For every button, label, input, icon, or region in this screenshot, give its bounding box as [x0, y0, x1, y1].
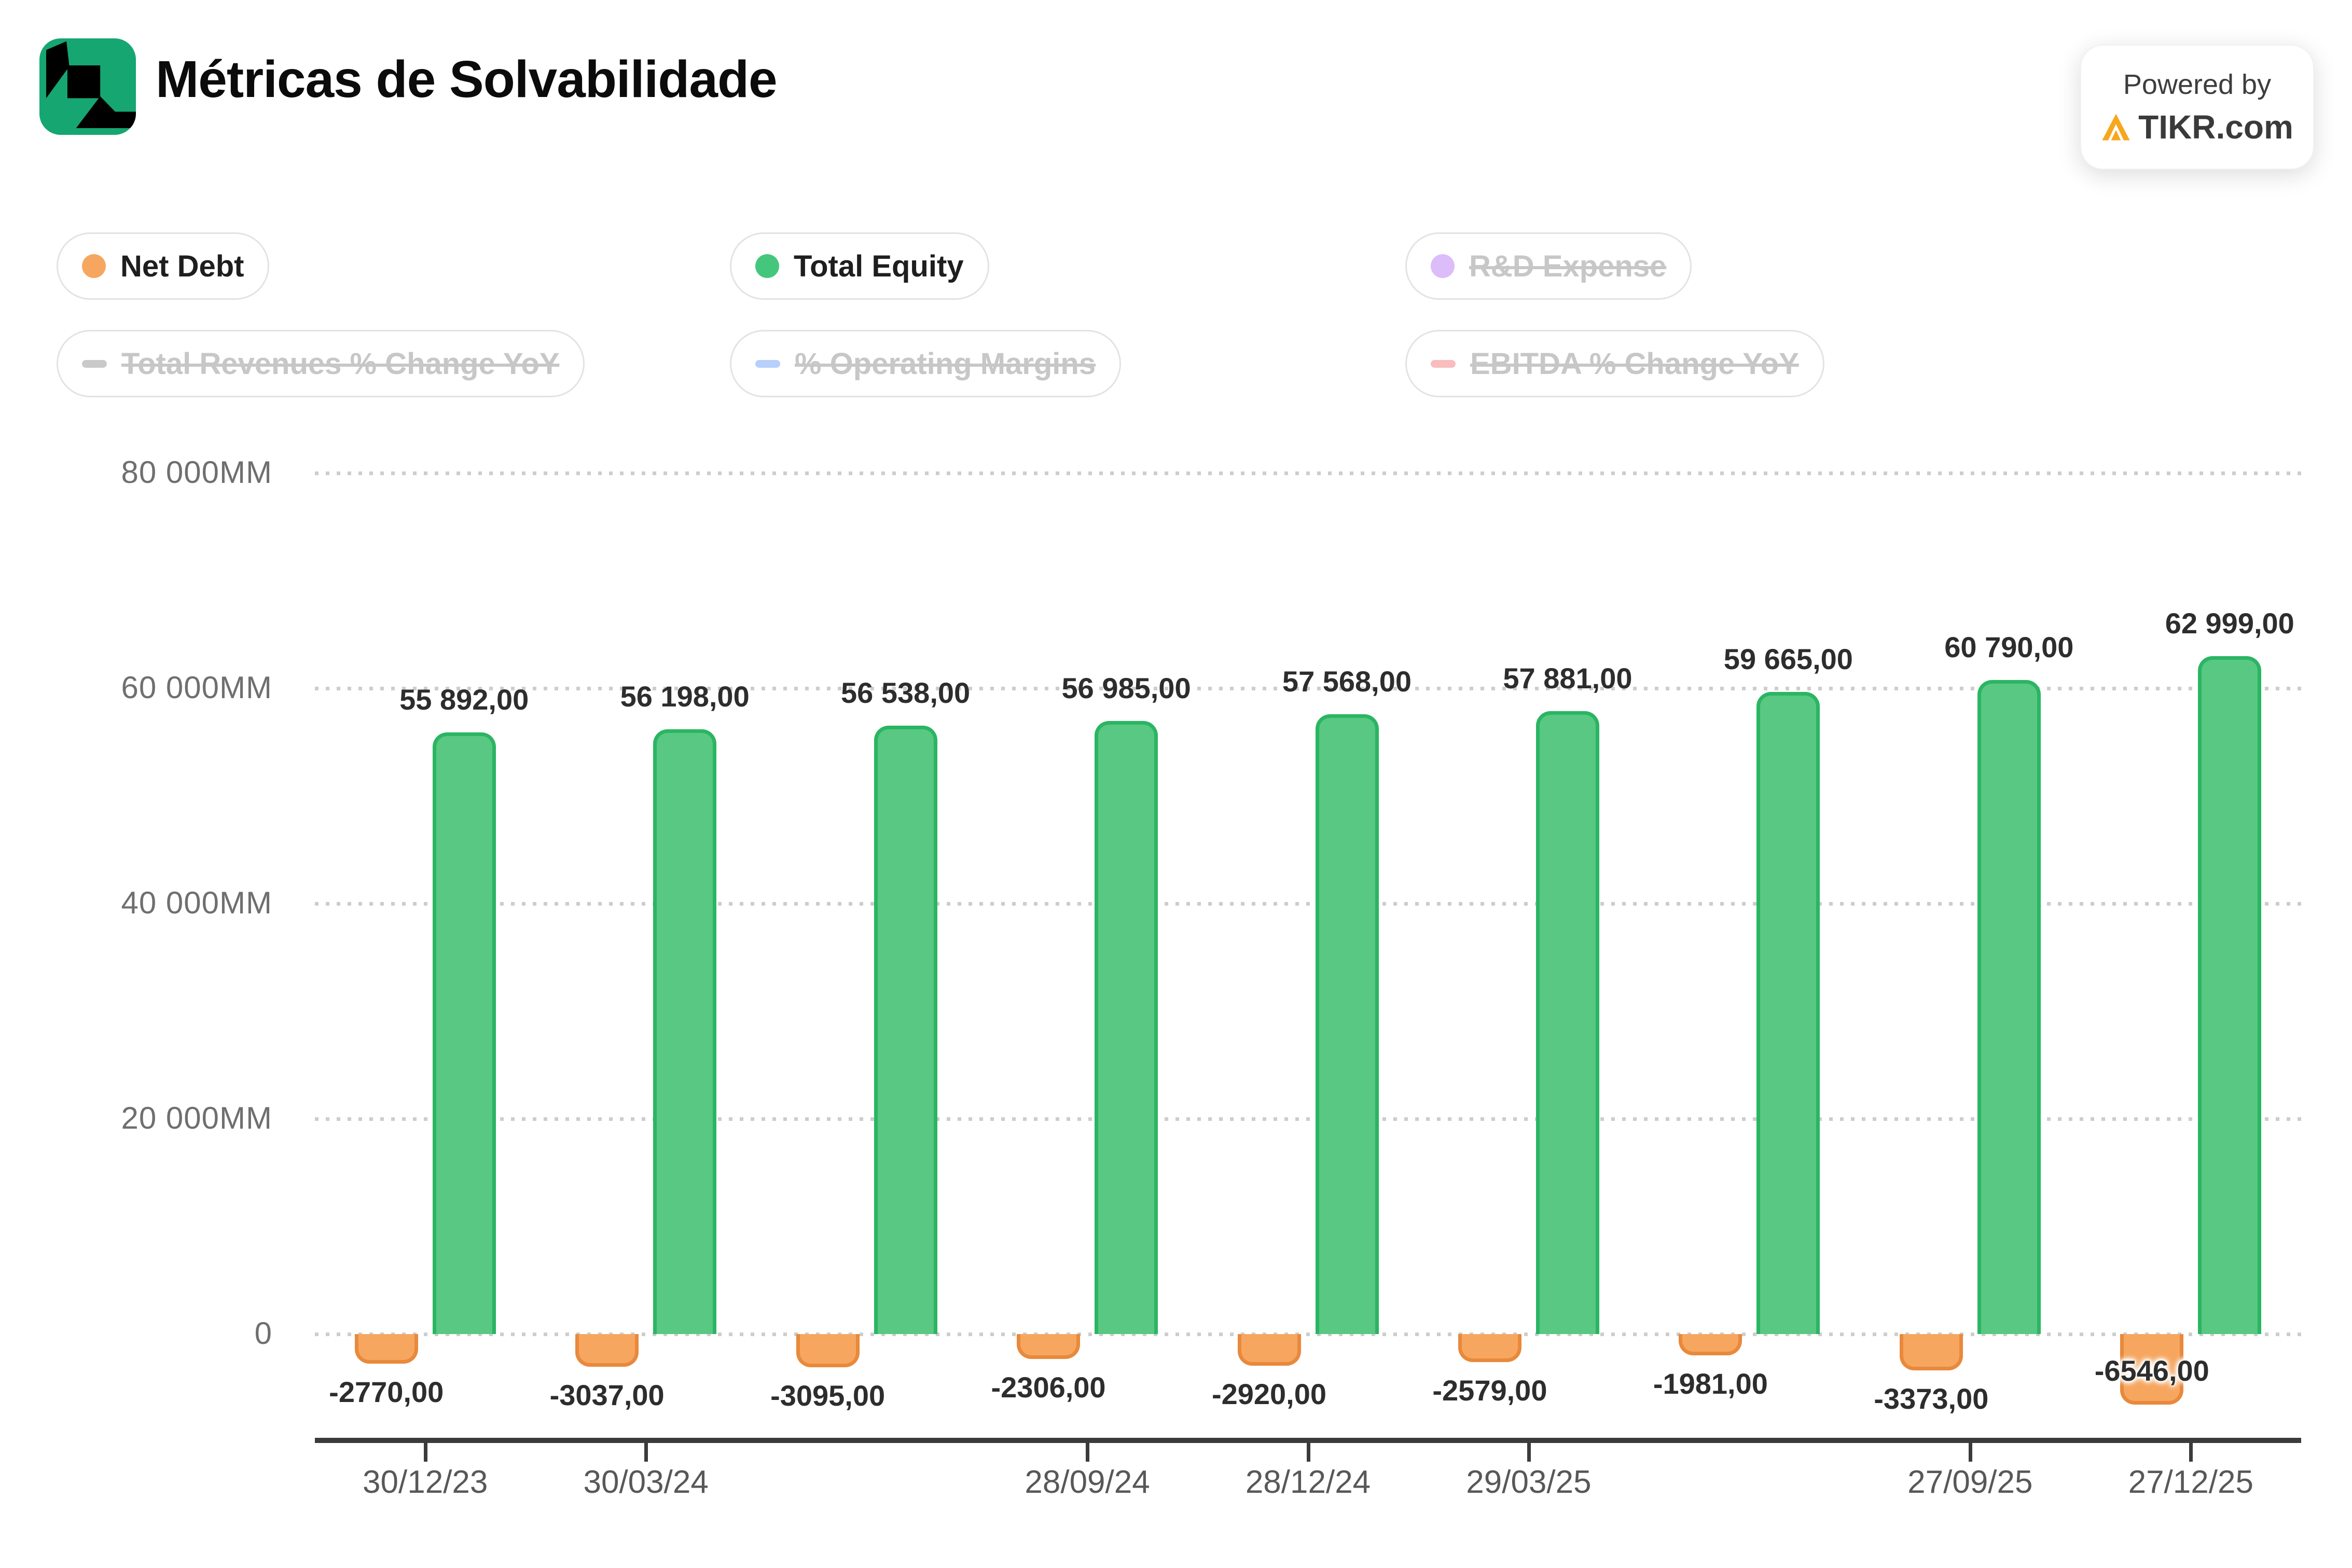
- legend-item-label: EBITDA % Change YoY: [1470, 346, 1799, 381]
- bar-net-debt[interactable]: [1458, 1334, 1521, 1362]
- x-axis-tick: [644, 1443, 648, 1462]
- bar-label-net-debt: -3095,00: [770, 1379, 886, 1412]
- bar-label-net-debt: -3373,00: [1874, 1382, 1989, 1415]
- page-title: Métricas de Solvabilidade: [156, 50, 778, 108]
- bar-label-total-equity: 62 999,00: [2165, 607, 2294, 640]
- bar-total-equity[interactable]: [432, 732, 496, 1334]
- bar-net-debt[interactable]: [354, 1334, 418, 1364]
- bar-label-net-debt: -2579,00: [1432, 1374, 1547, 1407]
- tikr-triangle-icon: [2102, 113, 2130, 141]
- bar-net-debt[interactable]: [796, 1334, 860, 1367]
- x-axis-date-label: 29/03/25: [1466, 1464, 1592, 1500]
- x-axis-line: [315, 1438, 2301, 1443]
- x-axis-date-label: 27/09/25: [1907, 1464, 2033, 1500]
- legend-item-label: Total Revenues % Change YoY: [121, 346, 560, 381]
- legend-dot-icon: [82, 254, 106, 278]
- x-axis-tick: [1968, 1443, 1972, 1462]
- x-axis-date-label: 28/12/24: [1245, 1464, 1371, 1500]
- legend-item--operating-margins[interactable]: % Operating Margins: [730, 330, 1122, 397]
- bar-label-total-equity: 56 985,00: [1061, 672, 1191, 704]
- gridline-0: [315, 1333, 2301, 1336]
- y-axis-label: 40 000MM: [121, 885, 272, 920]
- x-axis-tick: [2189, 1443, 2193, 1462]
- x-axis-date-label: 27/12/25: [2128, 1464, 2253, 1500]
- bar-total-equity[interactable]: [1756, 692, 1820, 1334]
- y-axis-label: 0: [254, 1316, 272, 1351]
- bar-total-equity[interactable]: [1977, 680, 2041, 1334]
- legend-dot-icon: [755, 254, 779, 278]
- bar-net-debt[interactable]: [2120, 1334, 2184, 1405]
- bar-net-debt[interactable]: [1679, 1334, 1742, 1355]
- gridline-40000: [315, 902, 2301, 906]
- legend-item-label: % Operating Margins: [795, 346, 1096, 381]
- x-axis-tick: [423, 1443, 427, 1462]
- x-axis-date-label: 28/09/24: [1025, 1464, 1150, 1500]
- powered-by-text: Powered by: [2123, 68, 2272, 100]
- legend-item-r-d-expense[interactable]: R&D Expense: [1405, 232, 1692, 300]
- bar-net-debt[interactable]: [1237, 1334, 1301, 1366]
- legend-dash-icon: [755, 359, 780, 368]
- bar-total-equity[interactable]: [1315, 714, 1379, 1334]
- bar-label-total-equity: 55 892,00: [399, 683, 529, 716]
- bar-net-debt[interactable]: [575, 1334, 639, 1367]
- bar-net-debt[interactable]: [1899, 1334, 1963, 1370]
- y-axis-label: 20 000MM: [121, 1101, 272, 1135]
- y-axis-label: 60 000MM: [121, 670, 272, 705]
- bar-total-equity[interactable]: [653, 729, 717, 1334]
- legend-item-ebitda-change-yoy[interactable]: EBITDA % Change YoY: [1405, 330, 1824, 397]
- legend-dot-icon: [1431, 254, 1455, 278]
- bar-label-total-equity: 57 881,00: [1503, 662, 1632, 695]
- powered-by-tikr-badge[interactable]: Powered by TIKR.com: [2080, 45, 2314, 170]
- bar-label-net-debt: -2770,00: [329, 1376, 444, 1408]
- tikr-com-row: TIKR.com: [2101, 108, 2293, 146]
- gridline-20000: [315, 1117, 2301, 1121]
- bar-total-equity[interactable]: [1535, 711, 1599, 1334]
- legend-item-total-equity[interactable]: Total Equity: [730, 232, 989, 300]
- bar-label-total-equity: 56 198,00: [620, 680, 750, 713]
- bar-label-total-equity: 59 665,00: [1723, 643, 1853, 675]
- gridline-80000: [315, 471, 2301, 475]
- bar-label-net-debt: -3037,00: [549, 1379, 665, 1411]
- legend-dash-icon: [1431, 359, 1456, 368]
- bar-label-total-equity: 57 568,00: [1282, 665, 1412, 698]
- bar-label-net-debt: -6546,00: [2094, 1354, 2209, 1387]
- x-axis-tick: [1086, 1443, 1090, 1462]
- bar-total-equity[interactable]: [2198, 656, 2262, 1334]
- y-axis-label: 80 000MM: [121, 455, 272, 490]
- bar-label-net-debt: -2920,00: [1211, 1378, 1327, 1410]
- bar-label-net-debt: -2306,00: [991, 1371, 1106, 1404]
- legend-dash-icon: [82, 359, 107, 368]
- x-axis-tick: [1527, 1443, 1531, 1462]
- x-axis-date-label: 30/03/24: [583, 1464, 709, 1500]
- gridline-60000: [315, 687, 2301, 690]
- x-axis-tick: [1306, 1443, 1310, 1462]
- legend-item-total-revenues-change-yoy[interactable]: Total Revenues % Change YoY: [57, 330, 585, 397]
- legend-item-label: Total Equity: [794, 249, 964, 283]
- tikr-logo: [39, 38, 136, 135]
- bar-net-debt[interactable]: [1017, 1334, 1081, 1359]
- bar-total-equity[interactable]: [1095, 721, 1158, 1334]
- legend-item-label: Net Debt: [120, 249, 244, 283]
- bar-total-equity[interactable]: [874, 726, 937, 1334]
- legend-item-net-debt[interactable]: Net Debt: [57, 232, 270, 300]
- bar-label-net-debt: -1981,00: [1653, 1367, 1768, 1400]
- legend-item-label: R&D Expense: [1469, 249, 1667, 283]
- x-axis-date-label: 30/12/23: [363, 1464, 488, 1500]
- bar-label-total-equity: 60 790,00: [1944, 631, 2074, 663]
- tikr-com-text: TIKR.com: [2138, 108, 2293, 146]
- bar-label-total-equity: 56 538,00: [841, 676, 971, 709]
